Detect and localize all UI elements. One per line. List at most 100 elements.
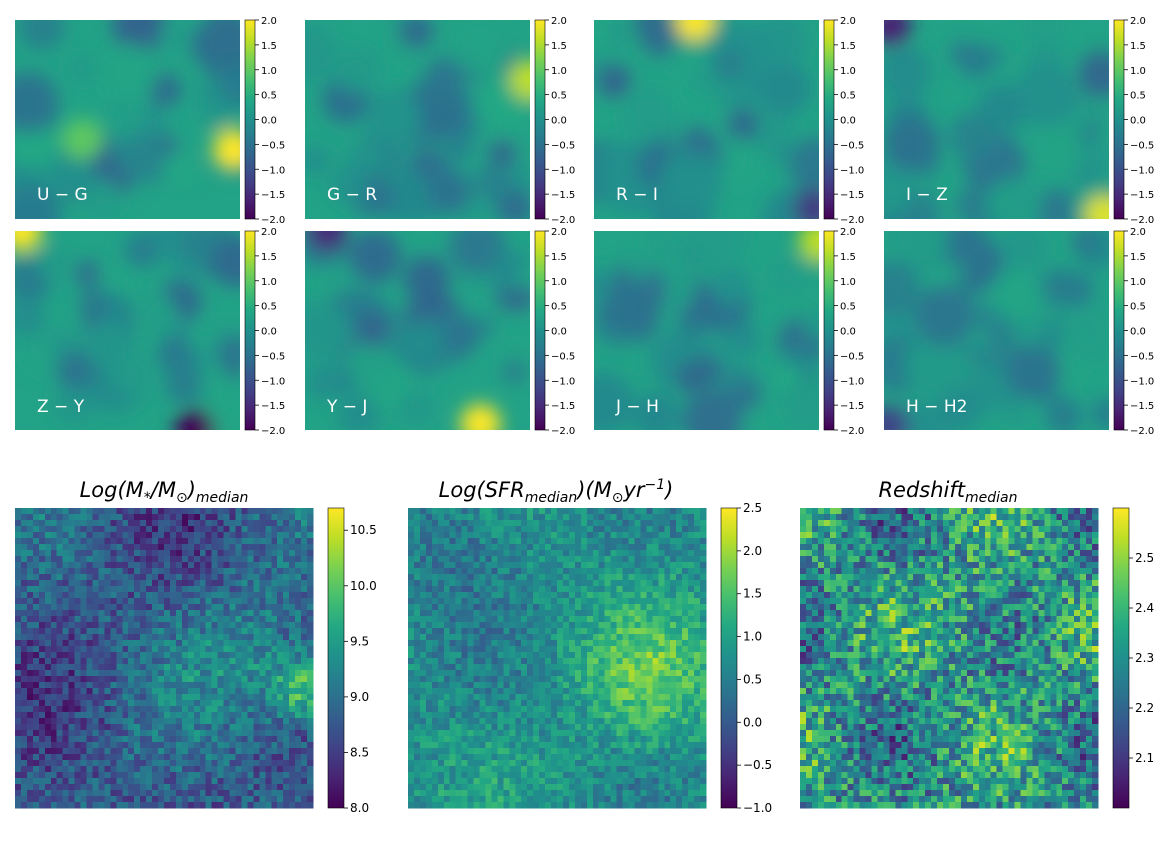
heatmap-cell bbox=[461, 538, 468, 545]
heatmap-cell bbox=[413, 694, 421, 701]
heatmap-cell bbox=[539, 526, 546, 533]
heatmap-cell bbox=[431, 628, 439, 635]
heatmap-cell bbox=[265, 730, 272, 737]
heatmap-cell bbox=[211, 652, 219, 659]
heatmap-cell bbox=[259, 628, 266, 635]
heatmap-cell bbox=[140, 670, 147, 677]
heatmap-cell bbox=[628, 562, 635, 569]
heatmap-cell bbox=[44, 676, 52, 683]
heatmap-cell bbox=[688, 658, 695, 665]
small1-colorbar-tick-label: −0.5 bbox=[551, 140, 575, 151]
heatmap-cell bbox=[503, 580, 510, 587]
heatmap-cell bbox=[110, 676, 117, 683]
heatmap-cell bbox=[574, 622, 582, 629]
heatmap-cell bbox=[187, 730, 195, 737]
heatmap-cell bbox=[479, 640, 486, 647]
heatmap-cell bbox=[20, 658, 28, 665]
heatmap-cell bbox=[628, 592, 635, 599]
heatmap-cell bbox=[634, 604, 641, 611]
heatmap-cell bbox=[134, 508, 141, 515]
heatmap-cell bbox=[140, 664, 147, 671]
heatmap-cell bbox=[700, 706, 707, 713]
heatmap-cell bbox=[110, 592, 117, 599]
heatmap-cell bbox=[485, 556, 492, 563]
heatmap-cell bbox=[574, 520, 582, 527]
heatmap-cell bbox=[628, 610, 635, 617]
heatmap-cell bbox=[122, 748, 129, 755]
heatmap-cell bbox=[104, 688, 111, 695]
heatmap-cell bbox=[485, 538, 492, 545]
heatmap-cell bbox=[44, 802, 52, 809]
heatmap-cell bbox=[640, 622, 647, 629]
heatmap-cell bbox=[515, 634, 522, 641]
heatmap-cell bbox=[199, 646, 207, 653]
heatmap-cell bbox=[164, 676, 171, 683]
heatmap-cell bbox=[568, 712, 576, 719]
heatmap-cell bbox=[26, 652, 34, 659]
heatmap-cell bbox=[223, 718, 230, 725]
heatmap-cell bbox=[461, 616, 468, 623]
heatmap-cell bbox=[301, 646, 308, 653]
heatmap-cell bbox=[610, 688, 617, 695]
heatmap-blob bbox=[103, 267, 133, 297]
heatmap-cell bbox=[586, 514, 594, 521]
heatmap-cell bbox=[562, 658, 570, 665]
heatmap-cell bbox=[586, 586, 594, 593]
heatmap-cell bbox=[598, 622, 606, 629]
heatmap-blob bbox=[1025, 120, 1084, 179]
heatmap-cell bbox=[574, 742, 582, 749]
heatmap-cell bbox=[598, 538, 606, 545]
heatmap-cell bbox=[533, 538, 540, 545]
heatmap-cell bbox=[235, 796, 242, 803]
heatmap-cell bbox=[568, 574, 576, 581]
heatmap-cell bbox=[307, 598, 314, 605]
heatmap-cell bbox=[122, 514, 129, 521]
heatmap-cell bbox=[634, 556, 641, 563]
heatmap-cell bbox=[181, 592, 189, 599]
heatmap-cell bbox=[545, 508, 552, 515]
heatmap-cell bbox=[193, 646, 201, 653]
heatmap-cell bbox=[509, 652, 516, 659]
heatmap-cell bbox=[229, 604, 236, 611]
heatmap-cell bbox=[146, 724, 153, 731]
heatmap-cell bbox=[253, 784, 260, 791]
heatmap-cell bbox=[539, 670, 546, 677]
heatmap-cell bbox=[211, 646, 219, 653]
heatmap-cell bbox=[92, 760, 99, 767]
heatmap-cell bbox=[44, 760, 52, 767]
heatmap-blob bbox=[347, 231, 402, 284]
heatmap-cell bbox=[557, 724, 564, 731]
heatmap-cell bbox=[68, 544, 75, 551]
heatmap-cell bbox=[134, 796, 141, 803]
heatmap-cell bbox=[551, 556, 558, 563]
heatmap-cell bbox=[408, 706, 415, 713]
heatmap-cell bbox=[628, 550, 635, 557]
heatmap-cell bbox=[223, 634, 230, 641]
heatmap-cell bbox=[598, 544, 606, 551]
heatmap-cell bbox=[515, 706, 522, 713]
heatmap-cell bbox=[98, 772, 105, 779]
heatmap-cell bbox=[32, 508, 40, 515]
heatmap-cell bbox=[253, 790, 260, 797]
heatmap-cell bbox=[253, 664, 260, 671]
heatmap-cell bbox=[20, 790, 28, 797]
heatmap-cell bbox=[408, 676, 415, 683]
heatmap-cell bbox=[205, 514, 213, 521]
heatmap-cell bbox=[247, 550, 254, 557]
heatmap-cell bbox=[128, 730, 135, 737]
heatmap-cell bbox=[700, 640, 707, 647]
heatmap-cell bbox=[122, 574, 129, 581]
heatmap-cell bbox=[586, 610, 594, 617]
heatmap-cell bbox=[271, 658, 278, 665]
heatmap-cell bbox=[289, 778, 296, 785]
heatmap-cell bbox=[586, 550, 594, 557]
heatmap-cell bbox=[265, 778, 272, 785]
heatmap-cell bbox=[265, 724, 272, 731]
heatmap-cell bbox=[80, 784, 87, 791]
heatmap-cell bbox=[509, 646, 516, 653]
heatmap-cell bbox=[592, 682, 600, 689]
heatmap-cell bbox=[217, 790, 224, 797]
heatmap-cell bbox=[545, 598, 552, 605]
heatmap-cell bbox=[241, 574, 248, 581]
heatmap-cell bbox=[193, 664, 201, 671]
